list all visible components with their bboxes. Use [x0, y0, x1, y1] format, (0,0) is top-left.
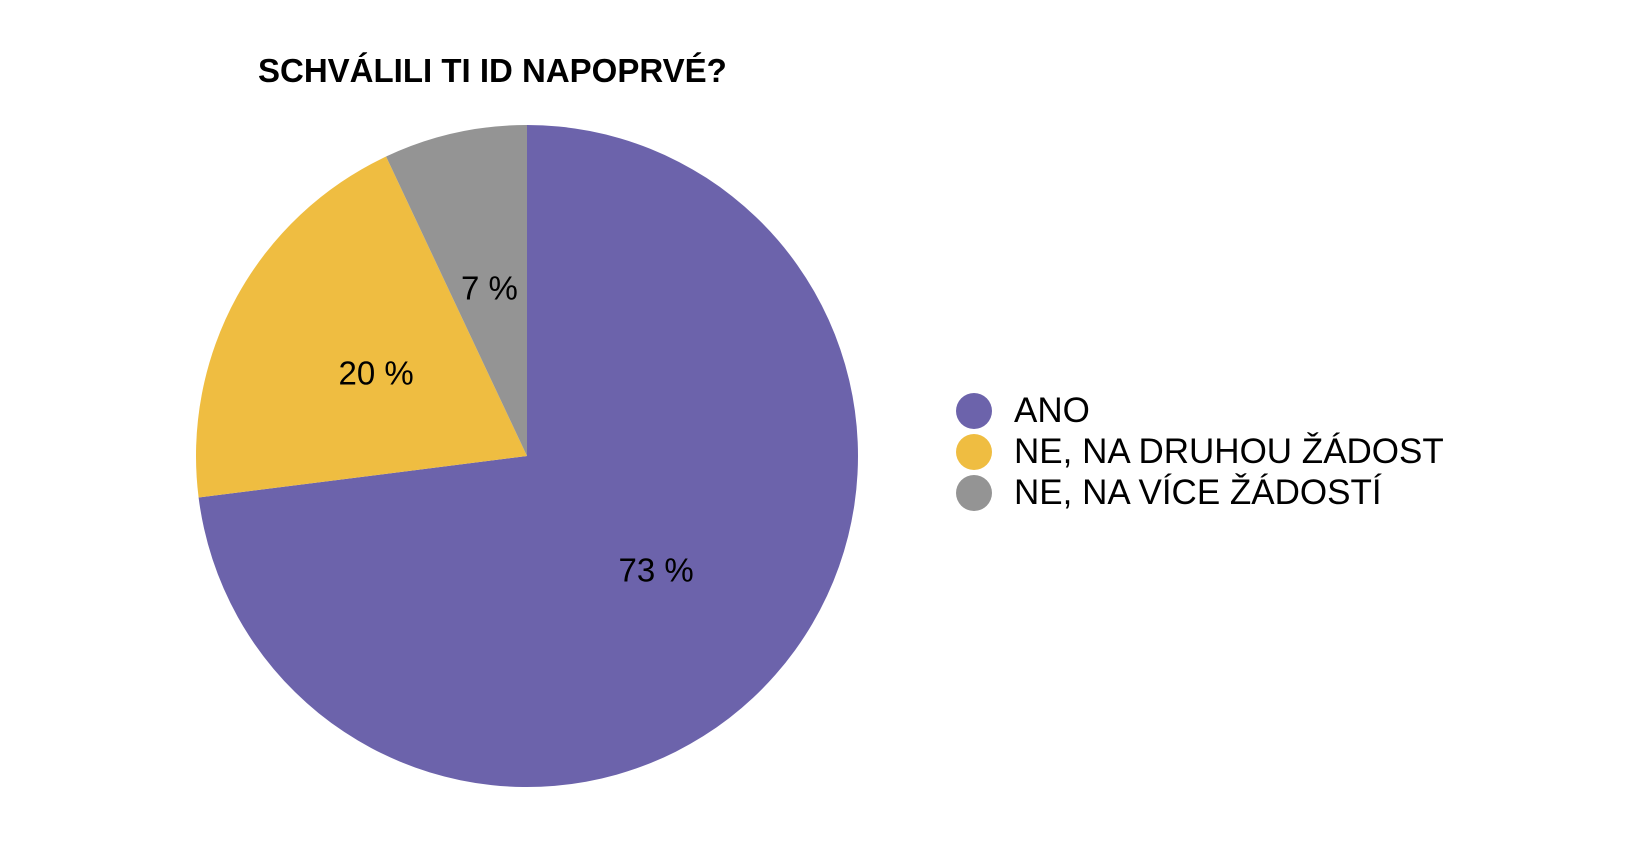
legend: ANO NE, NA DRUHOU ŽÁDOST NE, NA VÍCE ŽÁD…	[956, 390, 1444, 513]
legend-swatch-druhou-zadost	[956, 433, 992, 470]
slice-label-druhou-zadost: 20 %	[339, 355, 414, 392]
legend-label-druhou-zadost: NE, NA DRUHOU ŽÁDOST	[1014, 431, 1444, 471]
legend-swatch-vice-zadosti	[956, 474, 992, 511]
pie-slice-vice-zadosti	[386, 125, 527, 456]
slice-label-ano: 73 %	[618, 551, 693, 588]
legend-item-ano: ANO	[956, 390, 1444, 431]
chart-title: SCHVÁLILI TI ID NAPOPRVÉ?	[258, 52, 727, 89]
legend-swatch-ano	[956, 392, 992, 429]
legend-item-vice-zadosti: NE, NA VÍCE ŽÁDOSTÍ	[956, 472, 1444, 513]
legend-item-druhou-zadost: NE, NA DRUHOU ŽÁDOST	[956, 431, 1444, 472]
pie-slices	[196, 125, 858, 788]
pie-slice-druhou-zadost	[196, 156, 528, 498]
legend-label-vice-zadosti: NE, NA VÍCE ŽÁDOSTÍ	[1014, 472, 1382, 512]
pie-slice-ano	[198, 125, 858, 788]
pie-slice-labels: 73 % 20 % 7 %	[339, 270, 694, 589]
slice-label-vice-zadosti: 7 %	[461, 270, 518, 307]
legend-label-ano: ANO	[1014, 390, 1090, 430]
